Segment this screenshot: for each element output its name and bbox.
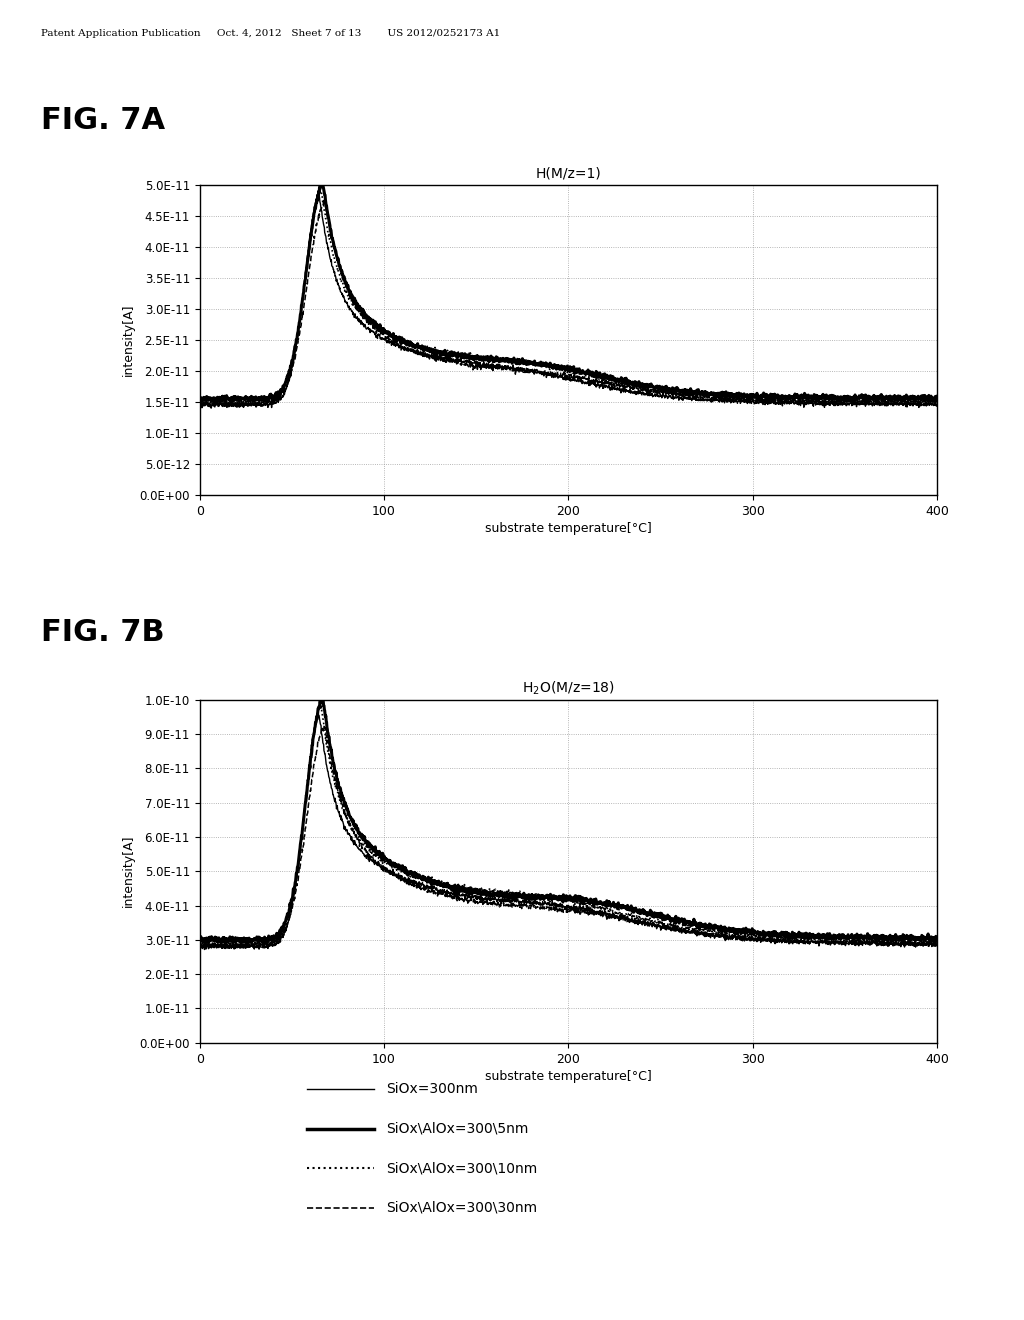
Title: H(M/z=1): H(M/z=1) (536, 166, 601, 181)
X-axis label: substrate temperature[°C]: substrate temperature[°C] (485, 521, 651, 535)
Text: FIG. 7A: FIG. 7A (41, 106, 165, 135)
Y-axis label: intensity[A]: intensity[A] (122, 836, 135, 907)
X-axis label: substrate temperature[°C]: substrate temperature[°C] (485, 1069, 651, 1082)
Text: SiOx\AlOx=300\10nm: SiOx\AlOx=300\10nm (386, 1162, 538, 1175)
Text: SiOx=300nm: SiOx=300nm (386, 1082, 478, 1096)
Y-axis label: intensity[A]: intensity[A] (122, 304, 135, 376)
Text: SiOx\AlOx=300\5nm: SiOx\AlOx=300\5nm (386, 1122, 528, 1135)
Text: SiOx\AlOx=300\30nm: SiOx\AlOx=300\30nm (386, 1201, 538, 1214)
Text: Patent Application Publication     Oct. 4, 2012   Sheet 7 of 13        US 2012/0: Patent Application Publication Oct. 4, 2… (41, 29, 500, 38)
Text: FIG. 7B: FIG. 7B (41, 618, 165, 647)
Title: H$_2$O(M/z=18): H$_2$O(M/z=18) (522, 680, 614, 697)
